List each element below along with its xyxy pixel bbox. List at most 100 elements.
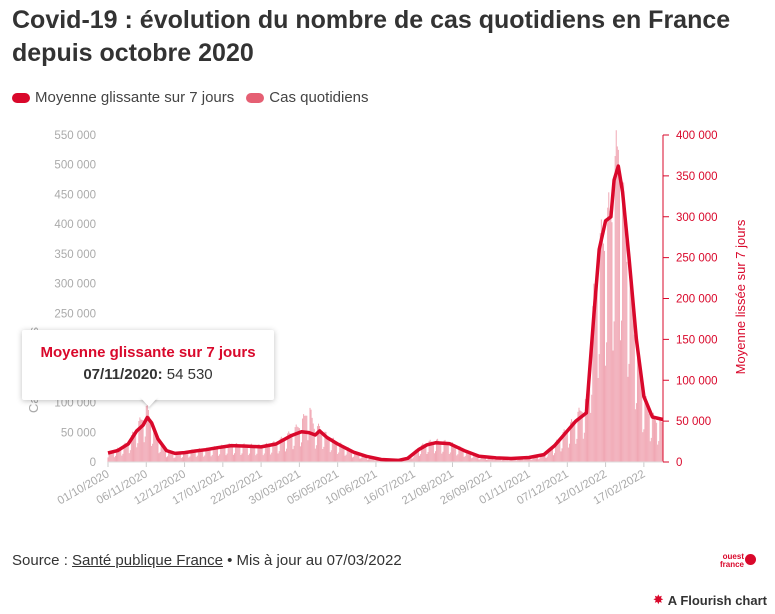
- bar-daily-cases: [119, 448, 121, 462]
- bar-daily-cases: [515, 460, 517, 462]
- bar-daily-cases: [262, 455, 264, 462]
- bar-daily-cases: [522, 457, 524, 462]
- bar-daily-cases: [447, 444, 449, 462]
- bar-daily-cases: [350, 451, 352, 462]
- bar-daily-cases: [352, 457, 354, 462]
- bar-daily-cases: [462, 450, 464, 462]
- bar-daily-cases: [576, 438, 578, 462]
- bar-daily-cases: [425, 444, 427, 462]
- source-link[interactable]: Santé publique France: [72, 552, 223, 569]
- tooltip-date: 07/11/2020:: [83, 366, 163, 383]
- bar-daily-cases: [319, 426, 321, 462]
- bar-daily-cases: [362, 454, 364, 462]
- bar-daily-cases: [450, 442, 452, 462]
- bar-daily-cases: [313, 428, 315, 462]
- bar-daily-cases: [381, 460, 383, 462]
- bar-daily-cases: [374, 460, 376, 462]
- left-tick-label: 400 000: [54, 219, 96, 231]
- bar-daily-cases: [223, 446, 225, 462]
- bar-daily-cases: [263, 453, 265, 462]
- bar-daily-cases: [184, 451, 186, 462]
- bar-daily-cases: [467, 451, 469, 462]
- bar-daily-cases: [274, 442, 276, 462]
- bar-daily-cases: [614, 156, 616, 462]
- tooltip: Moyenne glissante sur 7 jours 07/11/2020…: [22, 330, 274, 400]
- bar-daily-cases: [121, 455, 123, 462]
- bar-daily-cases: [471, 458, 473, 462]
- legend-item-daily-cases[interactable]: Cas quotidiens: [246, 89, 369, 106]
- bar-daily-cases: [499, 458, 501, 462]
- bar-daily-cases: [260, 446, 262, 462]
- bar-daily-cases: [209, 449, 211, 462]
- ouest-france-logo[interactable]: ouest france: [706, 550, 758, 570]
- bar-daily-cases: [131, 431, 133, 462]
- bar-daily-cases: [208, 449, 210, 462]
- bar-daily-cases: [652, 412, 654, 462]
- bar-daily-cases: [442, 451, 444, 462]
- bar-daily-cases: [347, 447, 349, 462]
- bar-daily-cases: [207, 448, 209, 462]
- bar-daily-cases: [195, 456, 197, 462]
- bar-daily-cases: [584, 398, 586, 462]
- bar-daily-cases: [198, 448, 200, 462]
- bar-daily-cases: [597, 377, 599, 462]
- bar-daily-cases: [602, 243, 604, 462]
- left-tick-label: 300 000: [54, 279, 96, 291]
- bar-daily-cases: [600, 219, 602, 462]
- bar-daily-cases: [577, 411, 579, 462]
- bar-daily-cases: [330, 450, 332, 462]
- bar-daily-cases: [613, 321, 615, 462]
- bar-daily-cases: [506, 458, 508, 462]
- bar-daily-cases: [165, 457, 167, 462]
- bar-daily-cases: [544, 453, 546, 462]
- bar-daily-cases: [591, 394, 593, 462]
- bar-daily-cases: [224, 447, 226, 462]
- bar-daily-cases: [358, 454, 360, 462]
- bar-daily-cases: [594, 288, 596, 462]
- bar-daily-cases: [196, 455, 198, 462]
- bar-daily-cases: [285, 451, 287, 462]
- legend-item-moving-average[interactable]: Moyenne glissante sur 7 jours: [12, 89, 234, 106]
- bar-daily-cases: [382, 460, 384, 462]
- bar-daily-cases: [255, 455, 257, 462]
- bar-daily-cases: [183, 451, 184, 462]
- bar-daily-cases: [318, 423, 319, 462]
- bar-daily-cases: [500, 460, 502, 462]
- bar-daily-cases: [546, 456, 548, 462]
- bar-daily-cases: [322, 449, 324, 462]
- bar-daily-cases: [656, 422, 658, 462]
- bar-daily-cases: [217, 448, 218, 462]
- flourish-credit[interactable]: ✸ A Flourish chart: [653, 592, 767, 608]
- bar-daily-cases: [270, 454, 272, 462]
- bar-daily-cases: [493, 460, 495, 462]
- bar-daily-cases: [513, 458, 515, 462]
- bar-daily-cases: [241, 453, 243, 462]
- bar-daily-cases: [239, 446, 241, 462]
- bar-daily-cases: [527, 457, 529, 462]
- bar-daily-cases: [547, 449, 549, 462]
- bar-daily-cases: [126, 443, 128, 462]
- tooltip-value: 54 530: [166, 366, 213, 383]
- bar-daily-cases: [453, 444, 455, 462]
- flourish-label: A Flourish chart: [667, 592, 767, 608]
- bar-daily-cases: [147, 410, 149, 462]
- bar-daily-cases: [306, 415, 308, 462]
- bar-daily-cases: [176, 451, 178, 462]
- bar-daily-cases: [604, 250, 606, 462]
- bar-daily-cases: [202, 450, 204, 462]
- bar-daily-cases: [538, 459, 540, 462]
- bar-daily-cases: [568, 443, 570, 462]
- bars-layer: [107, 130, 664, 462]
- bar-daily-cases: [438, 440, 440, 462]
- bar-daily-cases: [555, 442, 557, 462]
- bar-daily-cases: [170, 451, 172, 462]
- bar-daily-cases: [649, 441, 651, 462]
- bar-daily-cases: [454, 445, 456, 462]
- bar-daily-cases: [426, 453, 428, 462]
- bar-daily-cases: [167, 456, 169, 462]
- bar-daily-cases: [476, 455, 478, 462]
- bar-daily-cases: [481, 455, 483, 462]
- bar-daily-cases: [567, 447, 569, 462]
- bar-daily-cases: [644, 396, 646, 462]
- bar-daily-cases: [446, 442, 448, 462]
